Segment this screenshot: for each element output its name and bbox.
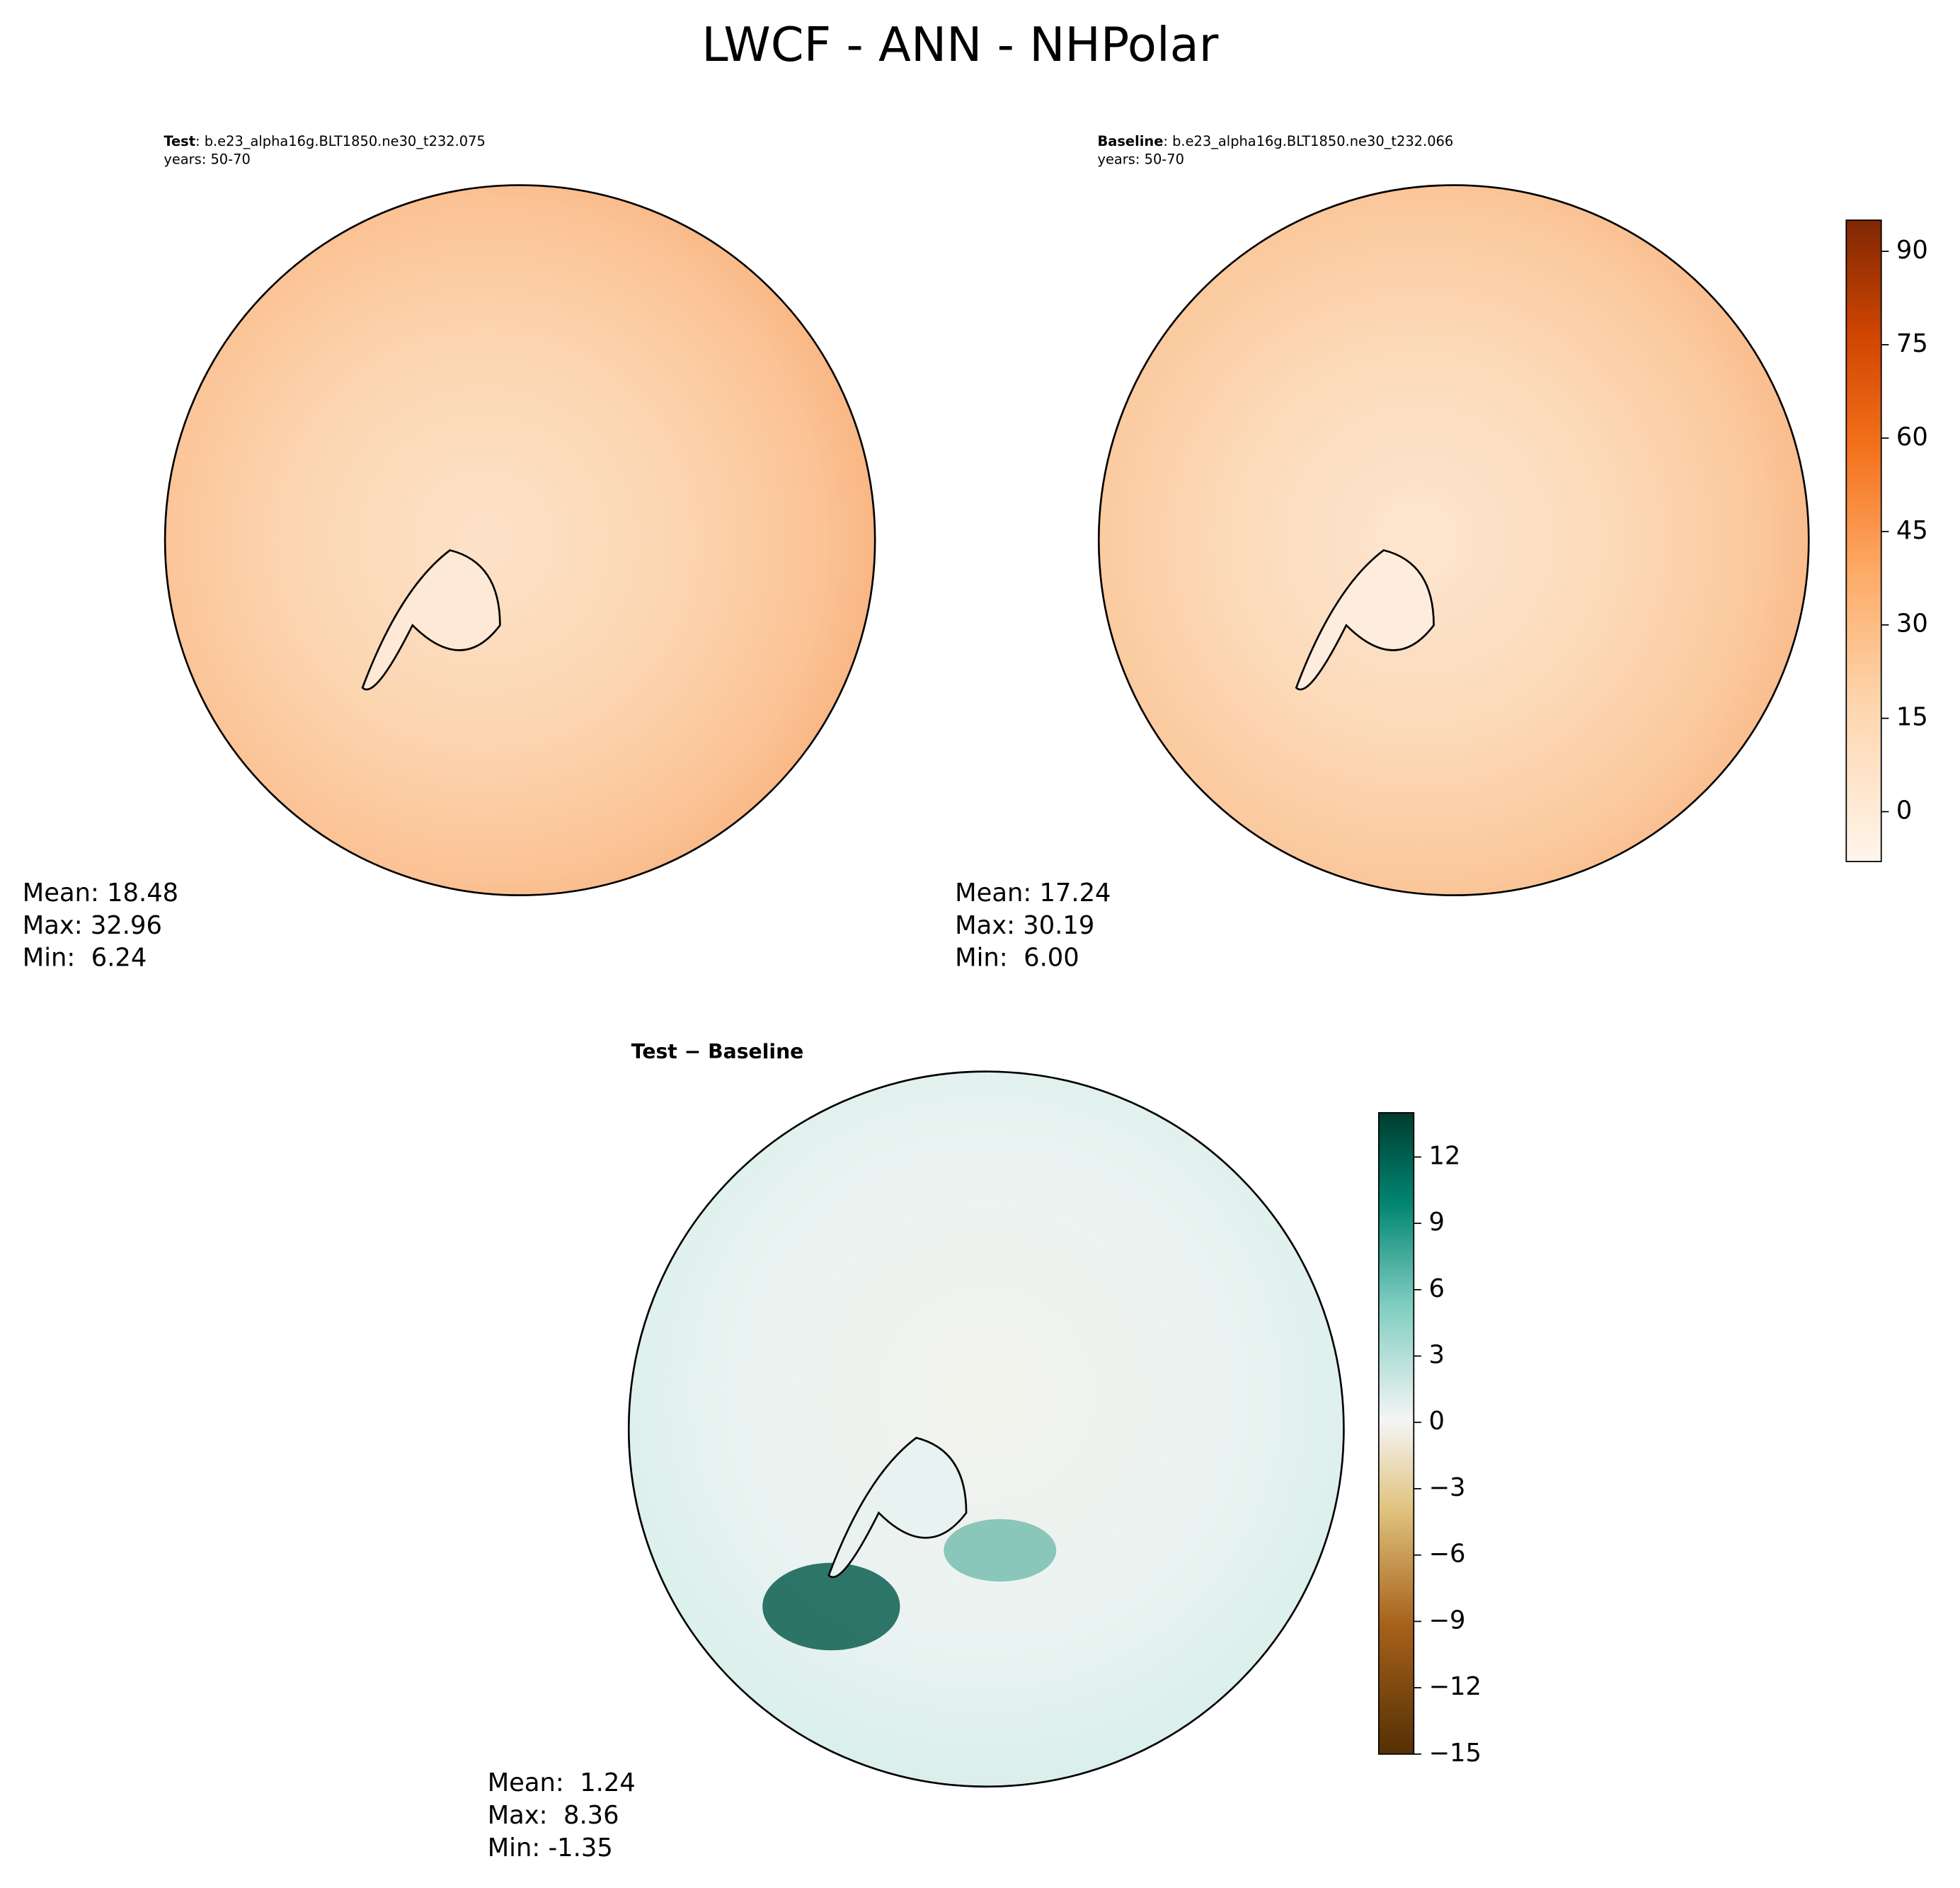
colorbar bbox=[1377, 1112, 1415, 1755]
stat-line: Mean: 1.24 bbox=[488, 1768, 636, 1797]
figure-title: LWCF - ANN - NHPolar bbox=[701, 17, 1219, 72]
colorbar-tick-label: 3 bbox=[1428, 1341, 1444, 1370]
panel-label: Test bbox=[164, 132, 195, 149]
stat-line: Max: 32.96 bbox=[23, 911, 162, 940]
panel-case: : b.e23_alpha16g.BLT1850.ne30_t232.066 bbox=[1163, 132, 1453, 149]
colorbar-tick-label: 45 bbox=[1896, 516, 1928, 545]
colorbar-tick-label: −3 bbox=[1428, 1473, 1465, 1502]
colorbar-tick-label: 9 bbox=[1428, 1208, 1444, 1237]
coastline bbox=[827, 1436, 968, 1579]
map bbox=[1097, 184, 1810, 896]
anomaly bbox=[944, 1518, 1057, 1582]
colorbar-tick-label: 90 bbox=[1896, 236, 1928, 265]
colorbar bbox=[1845, 219, 1882, 862]
panel-years: years: 50-70 bbox=[1097, 151, 1184, 168]
panel-label: Baseline bbox=[1097, 132, 1163, 149]
panel-case: : b.e23_alpha16g.BLT1850.ne30_t232.075 bbox=[195, 132, 486, 149]
stat-line: Max: 30.19 bbox=[955, 911, 1094, 940]
map bbox=[164, 184, 876, 896]
stat-line: Mean: 18.48 bbox=[23, 879, 178, 908]
colorbar-tick-label: −15 bbox=[1428, 1739, 1481, 1768]
colorbar-tick-label: 6 bbox=[1428, 1274, 1444, 1303]
colorbar-tick-label: 15 bbox=[1896, 703, 1928, 732]
colorbar-tick-label: −6 bbox=[1428, 1540, 1465, 1569]
colorbar-tick-label: 30 bbox=[1896, 610, 1928, 639]
panel-title: Test − Baseline bbox=[631, 1040, 804, 1063]
panel-title: Baseline: b.e23_alpha16g.BLT1850.ne30_t2… bbox=[1097, 132, 1453, 149]
stat-line: Max: 8.36 bbox=[488, 1801, 619, 1830]
colorbar-tick-label: −12 bbox=[1428, 1672, 1481, 1701]
stat-line: Mean: 17.24 bbox=[955, 879, 1111, 908]
colorbar-tick-label: 75 bbox=[1896, 329, 1928, 358]
stat-line: Min: 6.00 bbox=[955, 944, 1079, 973]
coastline bbox=[1295, 549, 1435, 691]
colorbar-tick-label: 0 bbox=[1428, 1407, 1444, 1436]
colorbar-tick-label: −9 bbox=[1428, 1606, 1465, 1635]
coastline bbox=[361, 549, 501, 691]
stat-line: Min: 6.24 bbox=[23, 944, 147, 973]
colorbar-tick-label: 0 bbox=[1896, 796, 1912, 825]
panel-title: Test: b.e23_alpha16g.BLT1850.ne30_t232.0… bbox=[164, 132, 486, 149]
colorbar-tick-label: 60 bbox=[1896, 423, 1928, 452]
stat-line: Min: -1.35 bbox=[488, 1833, 613, 1863]
anomaly bbox=[762, 1562, 900, 1651]
map bbox=[627, 1070, 1345, 1788]
panel-years: years: 50-70 bbox=[164, 151, 251, 168]
colorbar-tick-label: 12 bbox=[1428, 1141, 1460, 1170]
